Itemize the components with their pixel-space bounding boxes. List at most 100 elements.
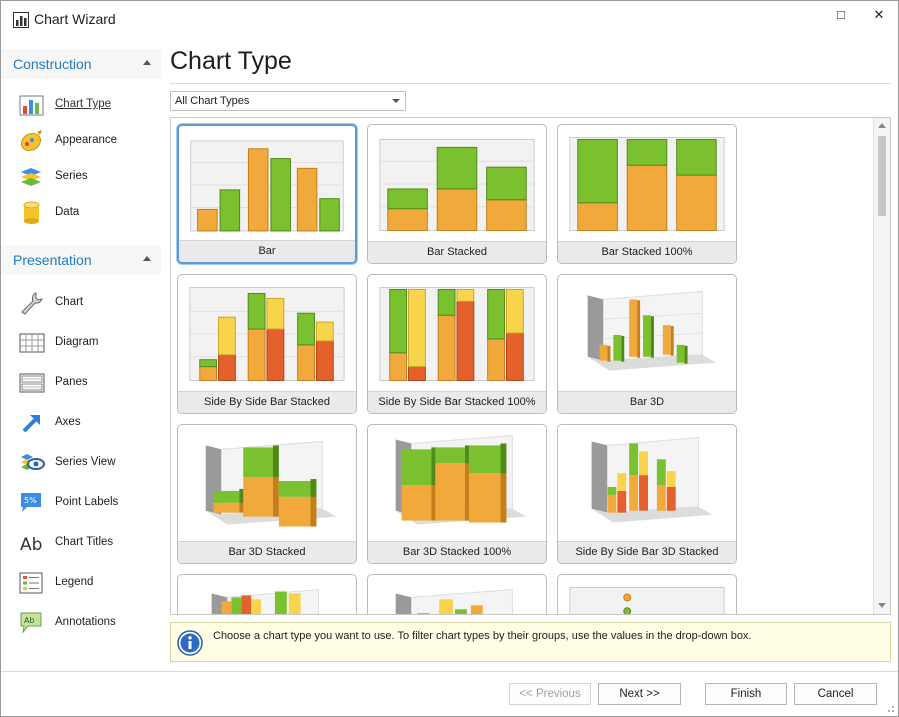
series-layers-icon: [21, 168, 41, 186]
nav-label: Legend: [55, 576, 94, 588]
chart-type-tile-bar-3d[interactable]: Bar 3D: [557, 274, 737, 414]
tile-caption: Bar Stacked 100%: [558, 241, 736, 263]
side-by-side-bar-stacked-100-preview-icon: [379, 287, 535, 381]
nav-label: Series View: [55, 456, 116, 468]
nav-item-chart[interactable]: Chart: [1, 286, 161, 320]
tile-caption: Bar 3D: [558, 391, 736, 413]
scroll-thumb[interactable]: [878, 136, 886, 216]
chart-type-filter-dropdown[interactable]: All Chart Types: [170, 91, 406, 111]
resize-grip-icon[interactable]: [885, 703, 895, 713]
nav-item-data[interactable]: Data: [1, 196, 161, 230]
tile-caption: Bar 3D Stacked 100%: [368, 541, 546, 563]
nav-item-series[interactable]: Series: [1, 160, 161, 194]
bar-stacked-100-preview-icon: [569, 137, 725, 231]
annotation-icon-text: Ab: [24, 616, 35, 625]
nav-item-legend[interactable]: Legend: [1, 566, 161, 600]
finish-button[interactable]: Finish: [705, 683, 787, 705]
title-bar: Chart Wizard □ ✕: [1, 1, 898, 37]
nav-label: Appearance: [55, 134, 118, 146]
tile-caption: Bar: [179, 240, 355, 262]
side-by-side-bar-3d-stacked-preview-icon: [591, 436, 713, 523]
nav-item-series-view[interactable]: Series View: [1, 446, 161, 480]
chart-type-tile-side-by-side-bar-3d-stacked[interactable]: Side By Side Bar 3D Stacked: [557, 424, 737, 564]
group-title: Presentation: [13, 252, 92, 268]
nav-label: Data: [55, 206, 80, 218]
point-labels-icon: 5%: [21, 493, 41, 512]
group-presentation[interactable]: Presentation: [1, 245, 161, 275]
bar-preview-icon: [190, 140, 344, 232]
appearance-palette-icon: [20, 130, 42, 152]
group-construction[interactable]: Construction: [1, 49, 161, 79]
nav-item-appearance[interactable]: Appearance: [1, 124, 161, 158]
data-cylinder-icon: [23, 201, 40, 224]
nav-label: Chart: [55, 296, 84, 308]
scroll-down-arrow-icon[interactable]: [878, 603, 886, 608]
info-panel: Choose a chart type you want to use. To …: [170, 622, 891, 662]
title-divider: [170, 83, 891, 84]
chart-type-tile-bar-3d-stacked[interactable]: Bar 3D Stacked: [177, 424, 357, 564]
nav-item-chart-type[interactable]: Chart Type: [1, 88, 161, 122]
chart-type-tile-bar-3d-stacked-100[interactable]: Bar 3D Stacked 100%: [367, 424, 547, 564]
chart-type-tile-side-by-side-bar-stacked-100[interactable]: Side By Side Bar Stacked 100%: [367, 274, 547, 414]
wrench-icon: [21, 292, 43, 315]
chart-type-icon: [19, 95, 44, 116]
footer-divider: [1, 671, 898, 672]
panes-icon: [19, 373, 45, 393]
info-icon: [177, 630, 203, 656]
collapse-arrow-icon[interactable]: [143, 60, 151, 65]
filter-value: All Chart Types: [175, 95, 250, 107]
tile-caption: Side By Side Bar 3D Stacked: [558, 541, 736, 563]
nav-item-chart-titles[interactable]: Ab Chart Titles: [1, 526, 161, 560]
chart-type-tile-row4-1[interactable]: [177, 574, 357, 614]
window-title: Chart Wizard: [34, 11, 116, 27]
gallery-scrollbar[interactable]: [873, 118, 890, 614]
bar-3d-preview-icon: [587, 290, 717, 371]
cancel-button[interactable]: Cancel: [794, 683, 877, 705]
chart-type-tile-bar[interactable]: Bar: [177, 124, 357, 264]
collapse-arrow-icon[interactable]: [143, 256, 151, 261]
nav-label: Series: [55, 170, 88, 182]
tile-caption: Bar Stacked: [368, 241, 546, 263]
bar-3d-side-by-side-partial-preview-icon: [211, 588, 319, 614]
chart-titles-icon: Ab: [20, 535, 42, 555]
chart-type-tile-row4-2[interactable]: [367, 574, 547, 614]
chart-titles-icon-text: Ab: [20, 535, 42, 555]
nav-item-axes[interactable]: Axes: [1, 406, 161, 440]
chart-wizard-app-icon: [13, 12, 29, 28]
nav-item-diagram[interactable]: Diagram: [1, 326, 161, 360]
nav-item-point-labels[interactable]: 5% Point Labels: [1, 486, 161, 520]
previous-button[interactable]: << Previous: [509, 683, 591, 705]
info-text: Choose a chart type you want to use. To …: [213, 630, 752, 642]
scroll-up-arrow-icon[interactable]: [878, 123, 886, 128]
nav-label: Chart Type: [55, 98, 112, 110]
diagram-grid-icon: [19, 333, 45, 353]
nav-label: Annotations: [55, 616, 116, 628]
maximize-button[interactable]: □: [837, 7, 845, 22]
page-title: Chart Type: [170, 47, 292, 75]
point-labels-icon-text: 5%: [24, 496, 37, 505]
nav-item-annotations[interactable]: Ab Annotations: [1, 606, 161, 640]
bar-3d-stacked-preview-icon: [205, 440, 337, 527]
bar-stacked-preview-icon: [379, 138, 535, 231]
nav-label: Point Labels: [55, 496, 119, 508]
point-partial-preview-icon: [569, 587, 725, 614]
tile-caption: Bar 3D Stacked: [178, 541, 356, 563]
chevron-down-icon[interactable]: [392, 99, 400, 103]
next-button[interactable]: Next >>: [598, 683, 681, 705]
chart-type-tile-side-by-side-bar-stacked[interactable]: Side By Side Bar Stacked: [177, 274, 357, 414]
axes-arrow-icon: [22, 415, 40, 433]
chart-type-tile-bar-stacked-100[interactable]: Bar Stacked 100%: [557, 124, 737, 264]
side-by-side-bar-stacked-preview-icon: [189, 287, 345, 381]
bar-3d-stacked-100-preview-icon: [395, 434, 527, 525]
chart-type-tile-row4-3[interactable]: [557, 574, 737, 614]
nav-label: Panes: [55, 376, 88, 388]
nav-label: Diagram: [55, 336, 99, 348]
chart-type-tile-bar-stacked[interactable]: Bar Stacked: [367, 124, 547, 264]
group-title: Construction: [13, 56, 92, 72]
close-button[interactable]: ✕: [873, 7, 885, 22]
nav-item-panes[interactable]: Panes: [1, 366, 161, 400]
bar-3d-partial-preview-icon: [395, 588, 513, 614]
tile-caption: Side By Side Bar Stacked 100%: [368, 391, 546, 413]
tile-caption: Side By Side Bar Stacked: [178, 391, 356, 413]
